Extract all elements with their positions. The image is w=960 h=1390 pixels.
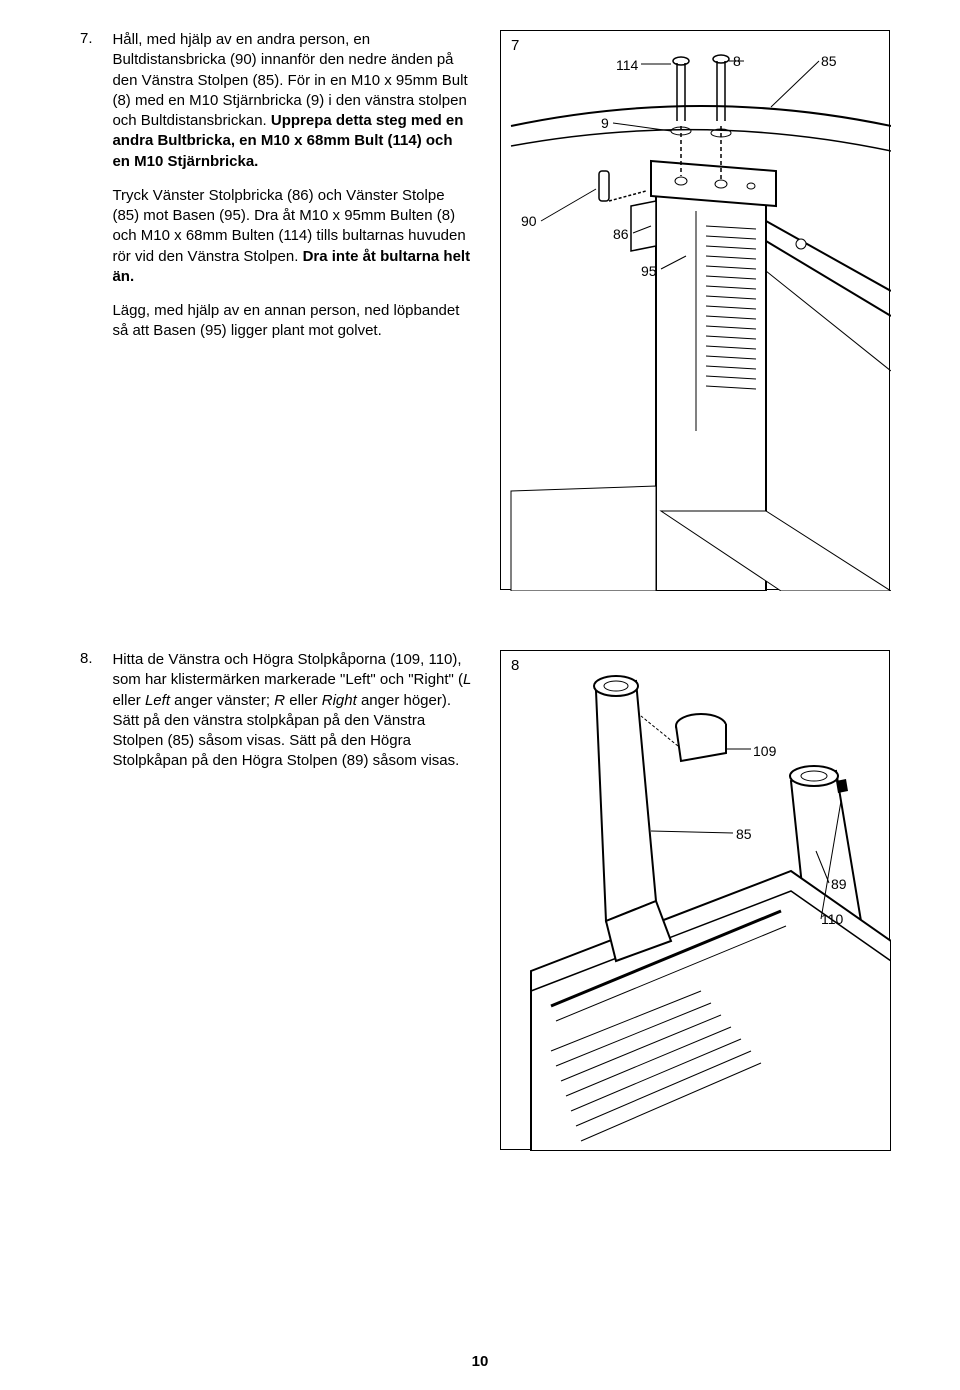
step-7-diagram: 7 114 8 85 9 90 86 95 (500, 30, 890, 590)
step-8-p1-b: eller (112, 692, 145, 709)
step-7-text: 7. Håll, med hjälp av en andra person, e… (80, 30, 480, 590)
step-7-para-3: Lägg, med hjälp av en annan person, ned … (112, 301, 472, 342)
step-7-diag-num: 7 (511, 37, 519, 54)
step-7-svg (501, 31, 891, 591)
step-8-p1-c: anger vänster; (170, 692, 274, 709)
step-8-p1-i4: Right (322, 692, 357, 709)
step-8-p1-a: Hitta de Vänstra och Högra Stolpkåporna … (112, 651, 463, 688)
label-110: 110 (821, 911, 843, 927)
label-9: 9 (601, 115, 609, 131)
step-8-diag-num: 8 (511, 657, 519, 674)
step-7-number: 7. (80, 30, 108, 47)
step-8-text: 8. Hitta de Vänstra och Högra Stolpkåpor… (80, 650, 480, 1150)
step-8-p1-i2: Left (145, 692, 170, 709)
label-90: 90 (521, 213, 537, 229)
step-8-p1-i1: L (463, 671, 471, 688)
step-8-row: 8. Hitta de Vänstra och Högra Stolpkåpor… (80, 650, 900, 1150)
step-8-number: 8. (80, 650, 108, 667)
step-8-p1-d: eller (285, 692, 322, 709)
label-114: 114 (616, 57, 638, 73)
label-85-top: 85 (821, 53, 837, 69)
label-109: 109 (753, 743, 776, 759)
step-7-diagram-col: 7 114 8 85 9 90 86 95 (500, 30, 900, 590)
step-7-para-1: Håll, med hjälp av en andra person, en B… (112, 30, 472, 172)
step-7-body: Håll, med hjälp av en andra person, en B… (112, 30, 472, 356)
page-number: 10 (472, 1353, 489, 1370)
label-8: 8 (733, 53, 741, 69)
step-8-body: Hitta de Vänstra och Högra Stolpkåporna … (112, 650, 472, 786)
step-7-row: 7. Håll, med hjälp av en andra person, e… (80, 30, 900, 590)
step-8-diagram-col: 8 109 85 89 110 (500, 650, 900, 1150)
label-95: 95 (641, 263, 657, 279)
label-89: 89 (831, 876, 847, 892)
step-8-diagram: 8 109 85 89 110 (500, 650, 890, 1150)
label-85-b: 85 (736, 826, 752, 842)
step-8-p1-i3: R (274, 692, 285, 709)
step-8-para-1: Hitta de Vänstra och Högra Stolpkåporna … (112, 650, 472, 772)
step-7-para-2: Tryck Vänster Stolpbricka (86) och Vänst… (112, 186, 472, 287)
step-8-svg (501, 651, 891, 1151)
label-86: 86 (613, 226, 629, 242)
